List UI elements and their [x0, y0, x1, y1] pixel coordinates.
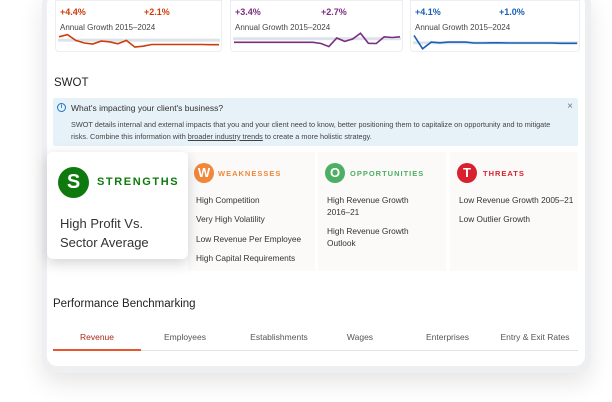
tab-entry-exit-rates[interactable]: Entry & Exit Rates [500, 332, 570, 342]
swot-heading: SWOT [54, 77, 89, 89]
opportunity-item: High Revenue Growth 2016–21 [327, 195, 409, 217]
growth-value-right: +1.0% [499, 7, 525, 17]
growth-value-right: +2.1% [144, 7, 170, 17]
opportunities-column: O OPPORTUNITIES High Revenue Growth 2016… [318, 152, 446, 271]
threat-item: Low Revenue Growth 2005–21 [459, 195, 574, 205]
threats-column: T THREATS Low Revenue Growth 2005–21 Low… [450, 152, 578, 271]
baseline-band [233, 37, 401, 41]
sparkline-chart [413, 34, 578, 50]
sparkline-label: Annual Growth 2015–2024 [415, 23, 511, 32]
strength-item: High Profit Vs. Sector Average [60, 216, 149, 250]
sparkline-chart [233, 32, 401, 48]
weakness-item: High Competition [196, 195, 260, 205]
tab-revenue[interactable]: Revenue [79, 332, 115, 342]
threat-item: Low Outlier Growth [459, 214, 531, 224]
info-banner: i What's impacting your client's busines… [53, 98, 578, 146]
strengths-card[interactable]: S STRENGTHS High Profit Vs. Sector Avera… [47, 152, 188, 259]
broader-industry-trends-link[interactable]: broader industry trends [187, 131, 263, 141]
opportunity-item: High Revenue Growth Outlook [327, 226, 409, 248]
tabs-divider [53, 350, 578, 351]
sparkline-card-3[interactable]: +4.1% +1.0% Annual Growth 2015–2024 [410, 0, 580, 52]
growth-value-left: +4.4% [60, 7, 86, 17]
baseline-band [58, 38, 220, 42]
strengths-title: STRENGTHS [97, 176, 180, 188]
active-tab-indicator [53, 349, 141, 351]
sparkline-card-2[interactable]: +3.4% +2.7% Annual Growth 2015–2024 [230, 0, 403, 52]
strengths-badge-icon: S [58, 167, 89, 198]
weakness-item: Very High Volatility [196, 214, 265, 224]
sparkline-series [413, 34, 577, 50]
sparkline-chart [58, 33, 220, 48]
tab-wages[interactable]: Wages [346, 332, 374, 342]
info-title: What's impacting your client's business? [71, 103, 224, 113]
growth-value-right: +2.7% [321, 7, 347, 17]
growth-value-left: +4.1% [415, 7, 441, 17]
sparkline-series [234, 32, 401, 48]
info-text: to create a more holistic strategy. [262, 131, 372, 141]
sparkline-card-1[interactable]: +4.4% +2.1% Annual Growth 2015–2024 [55, 0, 222, 52]
performance-benchmarking-heading: Performance Benchmarking [53, 298, 196, 310]
tab-establishments[interactable]: Establishments [250, 332, 308, 342]
info-text: SWOT details internal and external impac… [71, 120, 551, 141]
tab-enterprises[interactable]: Enterprises [426, 332, 469, 342]
threats-title: THREATS [483, 169, 525, 178]
sparkline-label: Annual Growth 2015–2024 [60, 23, 156, 32]
weaknesses-title: WEAKNESSES [218, 169, 282, 178]
weaknesses-column: W WEAKNESSES High Competition Very High … [188, 152, 315, 271]
sparkline-label: Annual Growth 2015–2024 [235, 23, 331, 32]
weakness-item: High Capital Requirements [196, 253, 296, 263]
info-description: SWOT details internal and external impac… [71, 119, 566, 142]
threats-badge-icon: T [457, 163, 477, 183]
growth-value-left: +3.4% [235, 7, 261, 17]
tab-employees[interactable]: Employees [163, 332, 207, 342]
opportunities-badge-icon: O [325, 163, 345, 183]
info-icon: i [57, 103, 66, 112]
close-icon[interactable]: × [567, 101, 573, 112]
sparkline-series [58, 33, 219, 48]
weaknesses-badge-icon: W [194, 163, 214, 183]
weakness-item: Low Revenue Per Employee [196, 234, 302, 244]
opportunities-title: OPPORTUNITIES [350, 169, 425, 178]
